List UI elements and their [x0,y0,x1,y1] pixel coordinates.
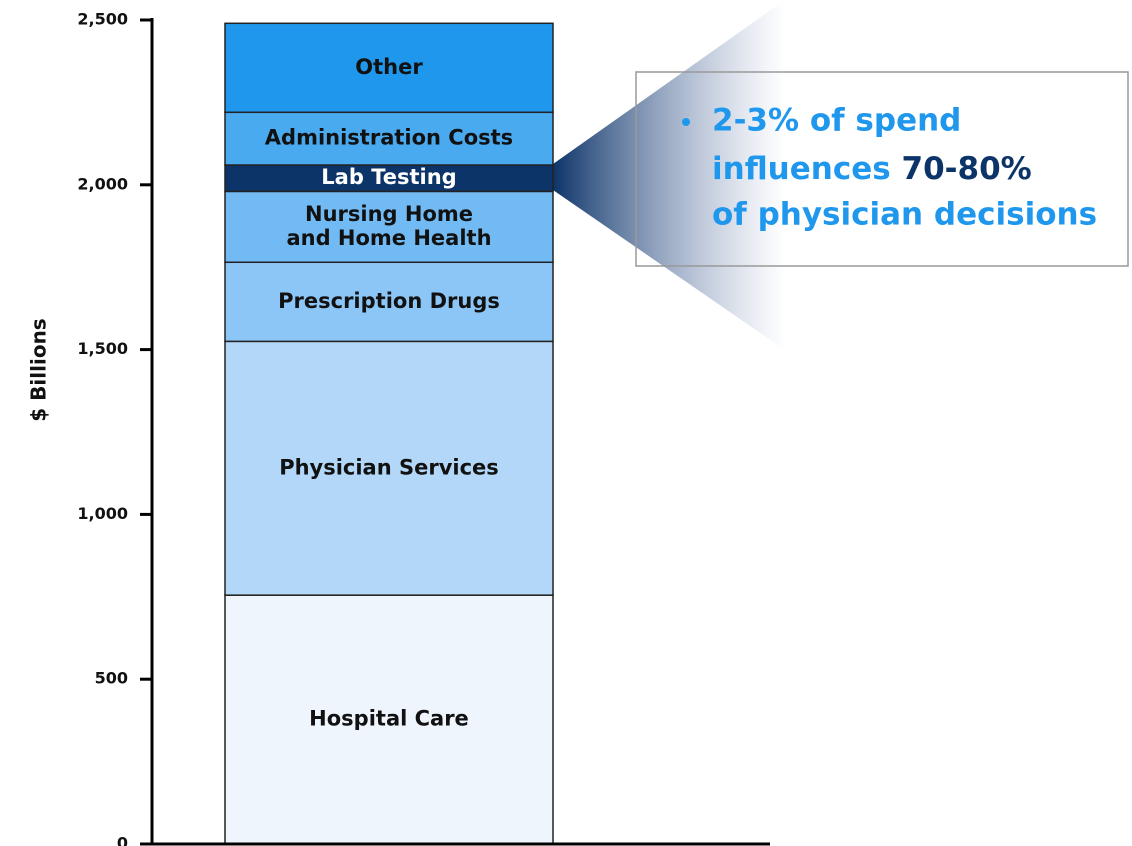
segment-label: Other [355,55,423,79]
y-tick-label: 2,000 [77,174,128,193]
segment-label-line: Nursing Home [305,202,473,226]
callout-text: influences [712,151,891,187]
segment-label: Lab Testing [321,165,456,189]
segment-label: Hospital Care [309,707,469,731]
y-tick-label: 0 [117,834,128,846]
callout-line: 2-3% of spend [712,103,961,139]
bar-segment [224,340,554,596]
segment-label-line: and Home Health [286,226,491,250]
callout-line: influences 70-80% [712,151,1032,187]
callout-box [635,71,1129,267]
segment-label: Administration Costs [265,126,513,150]
y-tick-label: 500 [95,669,128,688]
bar-segment [224,190,554,264]
plot: 0 500 1,000 1,500 2,000 2,500 Hospital Care Phy… [77,10,554,846]
callout-line: of physician decisions [712,197,1097,233]
y-tick-label: 1,500 [77,339,128,358]
y-tick-label: 2,500 [77,10,128,29]
bar-segment [224,111,554,166]
callout-fan [553,0,785,350]
y-axis-label: $ Billions [27,318,51,421]
segment-label: Physician Services [279,455,499,479]
segment-label: Nursing Home and Home Health [286,202,491,250]
segment-label: Prescription Drugs [278,289,500,313]
callout-highlight: 70-80% [902,151,1032,187]
bar-segment [224,261,554,343]
y-tick-label: 1,000 [77,504,128,523]
bullet [682,118,690,126]
bar-segment [224,22,554,114]
